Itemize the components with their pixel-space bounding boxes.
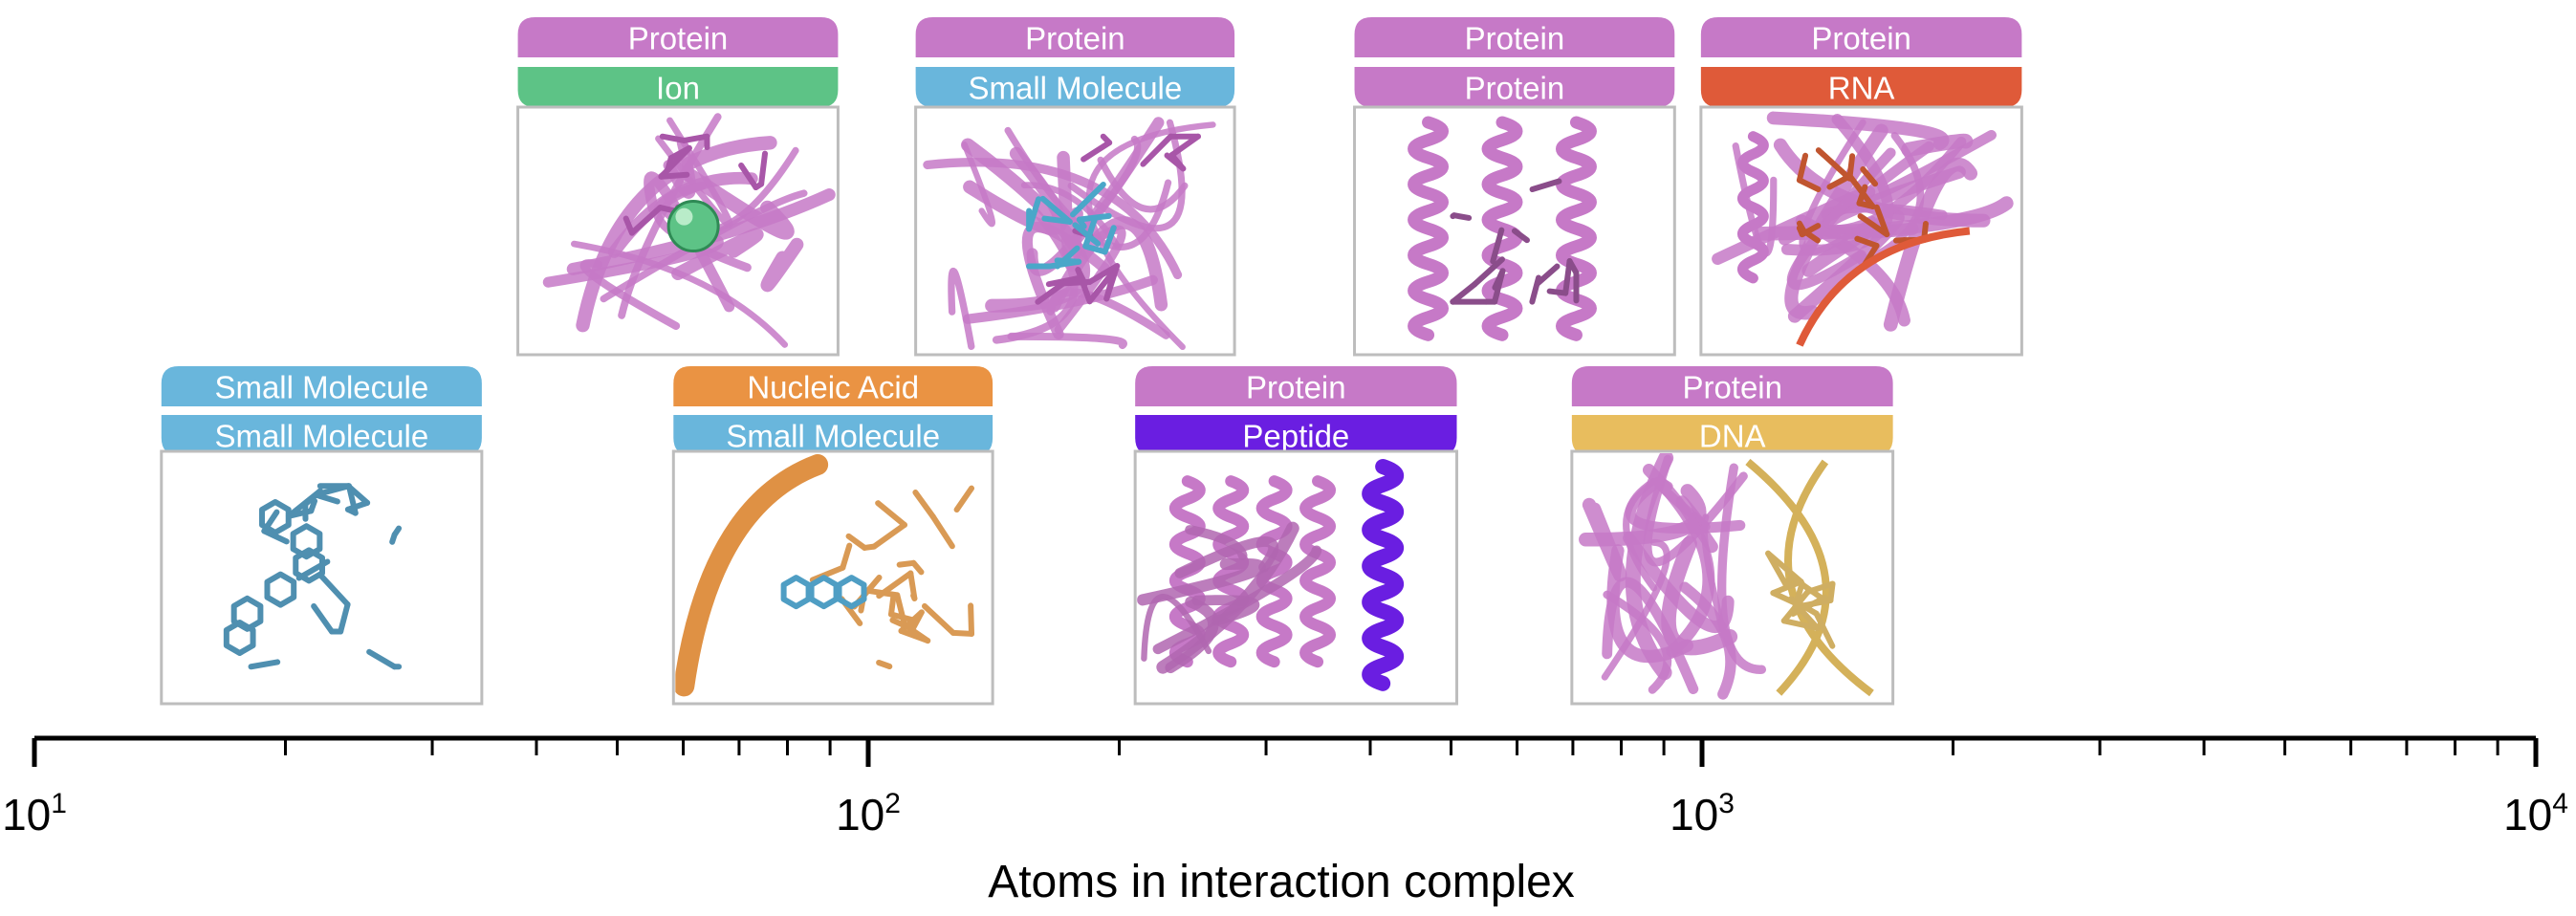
pill-label-top: Protein (1811, 21, 1911, 56)
protein-peptide-icon (1137, 459, 1405, 691)
pill-bottom-na-sm (673, 415, 993, 455)
pill-top-prot-sm (915, 17, 1235, 57)
pill-top-sm-sm (161, 366, 482, 406)
pill-label-bottom: Ion (656, 71, 700, 106)
pill-top-prot-rna (1700, 17, 2022, 57)
complex-card-prot-sm: Protein Small Molecule (914, 17, 1236, 357)
pill-top-prot-pep (1135, 366, 1457, 406)
pill-label-bottom: Protein (1465, 71, 1565, 106)
protein-ion-icon (542, 113, 836, 348)
pill-top-prot-prot (1354, 17, 1675, 57)
axis-title: Atoms in interaction complex (988, 857, 1575, 907)
tick-label: 104 (2503, 788, 2568, 840)
pill-bottom-prot-pep (1135, 415, 1457, 455)
pill-bottom-prot-dna (1571, 415, 1893, 455)
log-axis: 101 102 103 104 (2, 735, 2568, 840)
pill-bottom-prot-ion (517, 67, 839, 107)
pill-bottom-sm-sm (161, 415, 482, 455)
protein-dna-icon (1579, 453, 1874, 700)
small-molecule-icon (223, 483, 403, 670)
pill-bottom-prot-sm (915, 67, 1235, 107)
pill-label-top: Protein (1246, 370, 1346, 405)
pill-label-bottom: Small Molecule (726, 419, 940, 454)
pill-top-prot-dna (1571, 366, 1893, 406)
pill-bottom-prot-prot (1354, 67, 1675, 107)
pill-label-bottom: Small Molecule (214, 419, 428, 454)
pill-top-prot-ion (517, 17, 839, 57)
pill-label-bottom: Peptide (1242, 419, 1349, 454)
complex-card-prot-ion: Protein Ion (516, 17, 840, 357)
nucleic-acid-small-molecule-icon (675, 454, 975, 697)
pill-label-bottom: RNA (1828, 71, 1895, 106)
pill-label-top: Small Molecule (214, 370, 428, 405)
pill-top-na-sm (673, 366, 993, 406)
pill-label-bottom: DNA (1699, 419, 1766, 454)
complex-card-na-sm: Nucleic Acid Small Molecule (671, 366, 994, 706)
protein-small-molecule-icon (923, 117, 1216, 351)
complex-cards: Small Molecule Small Molecule Protein Ion Nu… (160, 17, 2023, 706)
protein-protein-icon (1408, 116, 1597, 341)
tick-label: 102 (836, 788, 901, 840)
pill-label-top: Protein (1465, 21, 1565, 56)
complex-card-prot-dna: Protein DNA (1570, 366, 1895, 706)
pill-label-top: Protein (1025, 21, 1125, 56)
tick-label: 103 (1670, 788, 1735, 840)
pill-bottom-prot-rna (1700, 67, 2022, 107)
complex-card-prot-pep: Protein Peptide (1133, 366, 1459, 706)
structure-frame (671, 449, 994, 706)
tick-label: 101 (2, 788, 67, 840)
pill-label-top: Nucleic Acid (747, 370, 919, 405)
complex-card-prot-prot: Protein Protein (1353, 17, 1676, 357)
complex-card-sm-sm: Small Molecule Small Molecule (160, 366, 484, 706)
complex-card-prot-rna: Protein RNA (1699, 17, 2023, 357)
pill-label-top: Protein (1682, 370, 1782, 405)
pill-label-bottom: Small Molecule (968, 71, 1182, 106)
protein-rna-icon (1712, 111, 2014, 347)
pill-label-top: Protein (628, 21, 729, 56)
